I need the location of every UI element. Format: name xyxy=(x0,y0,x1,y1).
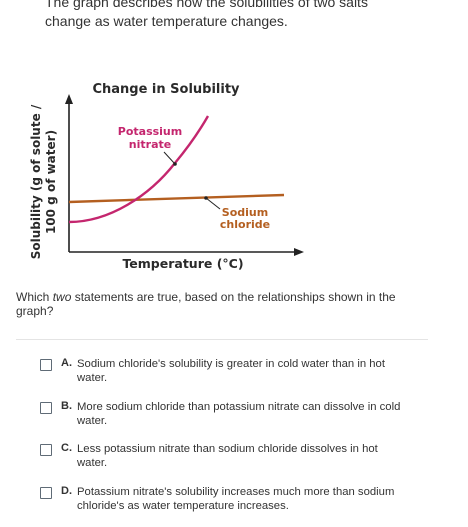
choice-letter-a: A. xyxy=(61,357,77,369)
choice-b[interactable]: B. More sodium chloride than potassium n… xyxy=(40,400,440,443)
choice-letter-c: C. xyxy=(61,442,77,454)
choice-d-line-2: chloride's as water temperature increase… xyxy=(77,500,289,512)
x-axis-arrow xyxy=(294,248,304,256)
x-axis-label: Temperature (°C) xyxy=(122,256,243,271)
choice-text-c: Less potassium nitrate than sodium chlor… xyxy=(77,442,427,470)
choice-c-line-2: water. xyxy=(77,457,107,469)
checkbox-a[interactable] xyxy=(40,359,52,371)
intro-line-2: change as water temperature changes. xyxy=(45,12,425,31)
question-prompt: Which two statements are true, based on … xyxy=(16,290,416,318)
y-axis-label-line-1: Solubility (g of solute / xyxy=(29,104,43,259)
leader-dot-sodium xyxy=(204,196,208,200)
divider xyxy=(16,339,428,340)
choice-c-line-1: Less potassium nitrate than sodium chlor… xyxy=(77,443,378,455)
chart-title: Change in Solubility xyxy=(92,82,240,97)
choice-c[interactable]: C. Less potassium nitrate than sodium ch… xyxy=(40,442,440,485)
choice-d-line-1: Potassium nitrate's solubility increases… xyxy=(77,486,394,498)
choice-b-line-2: water. xyxy=(77,415,107,427)
choice-text-b: More sodium chloride than potassium nitr… xyxy=(77,400,427,428)
question-pre: Which xyxy=(16,290,53,304)
chart-svg: Change in Solubility Solubility (g of so… xyxy=(0,70,320,280)
intro-line-1: The graph describes how the solubilities… xyxy=(45,0,425,12)
choice-letter-b: B. xyxy=(61,400,77,412)
checkbox-b[interactable] xyxy=(40,402,52,414)
question-post: statements are true, based on the relati… xyxy=(16,290,396,318)
question-emphasis: two xyxy=(53,290,72,304)
choice-a-line-2: water. xyxy=(77,372,107,384)
leader-potassium xyxy=(164,152,175,164)
series-label-sodium-line-2: chloride xyxy=(220,218,270,231)
choice-a[interactable]: A. Sodium chloride's solubility is great… xyxy=(40,357,440,400)
intro-text: The graph describes how the solubilities… xyxy=(45,0,425,31)
choice-d[interactable]: D. Potassium nitrate's solubility increa… xyxy=(40,485,440,527)
series-line-sodium-chloride xyxy=(69,195,284,202)
checkbox-c[interactable] xyxy=(40,444,52,456)
series-label-potassium-line-2: nitrate xyxy=(129,138,171,151)
series-label-potassium-line-1: Potassium xyxy=(118,125,182,138)
choice-b-line-1: More sodium chloride than potassium nitr… xyxy=(77,401,400,413)
solubility-chart: Change in Solubility Solubility (g of so… xyxy=(0,70,320,280)
leader-sodium xyxy=(206,198,220,209)
y-axis-arrow xyxy=(65,94,73,104)
choice-text-d: Potassium nitrate's solubility increases… xyxy=(77,485,427,513)
choice-a-line-1: Sodium chloride's solubility is greater … xyxy=(77,358,385,370)
y-axis-label-line-2: 100 g of water) xyxy=(44,130,58,234)
answer-choices: A. Sodium chloride's solubility is great… xyxy=(40,357,440,527)
checkbox-d[interactable] xyxy=(40,487,52,499)
choice-letter-d: D. xyxy=(61,485,77,497)
choice-text-a: Sodium chloride's solubility is greater … xyxy=(77,357,427,385)
leader-dot-potassium xyxy=(173,162,177,166)
